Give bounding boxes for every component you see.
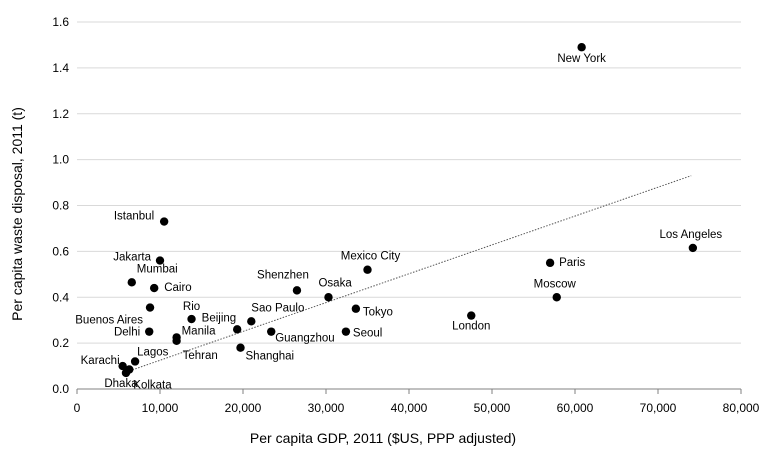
y-tick-label: 0.0: [52, 382, 69, 396]
x-axis-title: Per capita GDP, 2011 ($US, PPP adjusted): [250, 430, 516, 446]
x-tick-label: 20,000: [225, 401, 262, 415]
x-tick-label: 80,000: [723, 401, 760, 415]
data-point: [187, 314, 196, 324]
point-label: Osaka: [318, 277, 352, 289]
point-label: London: [452, 321, 490, 333]
point-label: Cairo: [164, 282, 191, 294]
data-point: [130, 357, 140, 366]
trendline: [126, 175, 692, 373]
x-tick-label: 0: [74, 401, 81, 415]
x-tick-label: 50,000: [474, 401, 511, 415]
data-point: [545, 258, 555, 268]
data-point: [467, 311, 476, 320]
data-point: [577, 43, 586, 52]
point-label: Mexico City: [341, 251, 401, 263]
y-tick-label: 0.4: [52, 290, 69, 304]
data-point: [121, 368, 131, 378]
point-labels: New York Los Angeles Paris Moscow London Ista…: [75, 53, 722, 391]
point-label: Paris: [559, 257, 585, 269]
point-label: Tehran: [183, 350, 218, 362]
data-point: [159, 217, 169, 226]
point-label: Tokyo: [363, 307, 393, 319]
point-label: Istanbul: [114, 211, 154, 223]
point-label: Delhi: [114, 327, 140, 339]
data-point: [324, 293, 333, 302]
point-label: Beijing: [202, 312, 237, 324]
point-label: Jakarta: [113, 252, 151, 264]
point-label: Moscow: [534, 278, 577, 290]
y-tick-label: 1.6: [52, 15, 69, 29]
x-tick-label: 40,000: [391, 401, 428, 415]
point-label: Karachi: [81, 355, 120, 367]
point-label: Seoul: [353, 328, 382, 340]
data-point: [292, 286, 302, 295]
data-point: [688, 243, 698, 253]
point-label: Mumbai: [137, 263, 178, 275]
data-point: [552, 293, 561, 302]
x-tick-label: 30,000: [308, 401, 345, 415]
data-point: [232, 325, 242, 334]
y-axis-title: Per capita waste disposal, 2011 (t): [9, 107, 25, 321]
y-tick-label: 0.8: [52, 199, 69, 213]
tick-labels: 0.0 0.2 0.4 0.6 0.8 1.0 1.2 1.4 1.6 0 10,000 20,000…: [52, 15, 759, 415]
gridlines: [77, 21, 741, 344]
data-point: [341, 327, 351, 336]
data-point: [247, 317, 256, 326]
point-label: Kolkata: [133, 380, 172, 392]
point-label: Dhaka: [104, 378, 138, 390]
point-label: Lagos: [137, 346, 169, 358]
data-point: [172, 336, 181, 346]
data-point: [267, 327, 276, 336]
data-point: [155, 256, 165, 265]
point-label: Shenzhen: [257, 269, 309, 281]
point-label: Los Angeles: [660, 229, 723, 241]
data-point: [149, 283, 159, 293]
y-tick-label: 1.0: [52, 153, 69, 167]
data-point: [351, 304, 361, 313]
y-tick-label: 1.4: [52, 61, 69, 75]
data-point: [236, 343, 245, 352]
point-label: Shanghai: [246, 351, 295, 363]
data-point: [363, 265, 372, 274]
data-point: [145, 303, 155, 312]
point-label: Sao Paulo: [251, 302, 304, 314]
data-point: [145, 327, 154, 336]
point-label: Buenos Aires: [75, 315, 143, 327]
data-points: [118, 43, 698, 378]
trendline-layer: [126, 175, 692, 373]
x-tick-label: 60,000: [557, 401, 594, 415]
y-tick-label: 0.2: [52, 336, 69, 350]
point-label: Manila: [182, 325, 216, 337]
y-tick-label: 0.6: [52, 244, 69, 258]
data-point: [118, 361, 127, 371]
point-label: Guangzhou: [275, 333, 334, 345]
data-point: [127, 278, 136, 287]
x-tick-label: 70,000: [640, 401, 677, 415]
y-tick-label: 1.2: [52, 107, 69, 121]
point-label: Rio: [183, 301, 200, 313]
x-tick-label: 10,000: [142, 401, 179, 415]
point-label: New York: [557, 53, 606, 65]
axes: [76, 388, 742, 394]
